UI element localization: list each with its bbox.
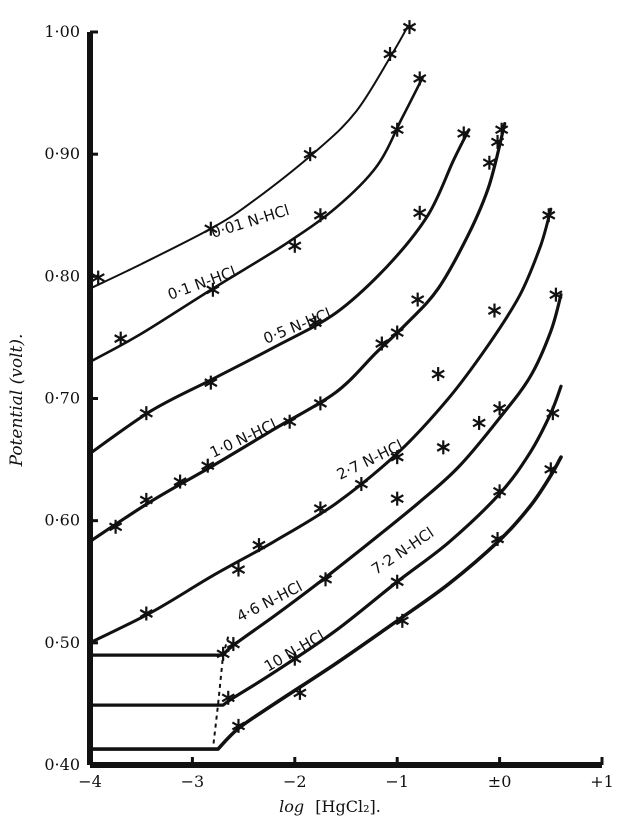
series-label: 0·5 N-HCl xyxy=(261,304,334,347)
data-point-marker xyxy=(283,414,297,429)
series-label: 0·1 N-HCl xyxy=(165,262,238,303)
data-point-marker xyxy=(390,450,404,465)
data-point-marker xyxy=(201,458,215,473)
data-point-marker xyxy=(108,519,123,534)
y-tick-label: 0·80 xyxy=(44,266,80,285)
data-point-marker xyxy=(313,396,328,411)
data-point-marker xyxy=(457,126,471,141)
data-point-marker xyxy=(413,205,427,220)
series-label: 1·0 N-HCl xyxy=(207,415,279,461)
data-point-marker xyxy=(114,331,128,346)
y-tick-label: 1·00 xyxy=(44,22,80,41)
series-line xyxy=(88,207,553,645)
y-tick-label: 0·60 xyxy=(44,511,80,530)
data-point-marker xyxy=(313,501,328,516)
series-line xyxy=(88,122,507,543)
data-point-marker xyxy=(542,208,556,223)
x-tick-label: ±0 xyxy=(488,772,512,791)
data-point-marker xyxy=(91,270,105,285)
data-point-marker xyxy=(303,147,317,162)
data-point-marker xyxy=(411,292,425,307)
data-point-marker xyxy=(472,415,486,430)
data-point-marker xyxy=(313,208,328,223)
x-tick-label: −3 xyxy=(181,772,205,791)
series-curves xyxy=(88,26,563,751)
series-line xyxy=(88,455,563,751)
data-point-marker xyxy=(204,375,218,390)
y-axis-label: Potential (volt). xyxy=(7,334,27,468)
data-point-marker xyxy=(544,462,558,477)
data-point-marker xyxy=(413,71,427,86)
data-point-marker xyxy=(231,718,246,733)
x-tick-label: −4 xyxy=(78,772,102,791)
data-point-marker xyxy=(288,238,302,253)
y-tick-label: 0·70 xyxy=(44,389,80,408)
data-point-marker xyxy=(487,303,502,318)
y-tick-label: 0·90 xyxy=(44,144,80,163)
x-axis-label-log: log xyxy=(279,797,304,816)
data-point-marker xyxy=(139,406,153,421)
data-point-marker xyxy=(139,492,153,507)
data-point-marker xyxy=(375,336,389,351)
series-line xyxy=(88,128,471,455)
y-tick-label: 0·50 xyxy=(44,633,80,652)
data-point-marker xyxy=(231,562,246,577)
series-line xyxy=(88,75,425,364)
data-point-marker xyxy=(546,406,560,421)
series-line xyxy=(88,293,563,657)
data-point-marker xyxy=(139,606,153,621)
data-point-marker xyxy=(216,646,230,661)
data-point-marker xyxy=(390,122,404,137)
data-point-marker xyxy=(492,401,507,416)
data-point-marker xyxy=(354,477,368,492)
x-axis-label-hgcl2: [HgCl₂]. xyxy=(315,797,381,816)
data-point-marker xyxy=(390,325,404,340)
data-point-marker xyxy=(436,440,450,455)
x-tick-label: +1 xyxy=(590,772,614,791)
x-axis-label: log [HgCl₂]. xyxy=(279,797,381,816)
data-point-marker xyxy=(173,474,187,489)
data-point-marker xyxy=(221,690,235,705)
transition-dashed-line xyxy=(211,636,230,750)
data-point-marker xyxy=(383,46,397,61)
data-point-marker xyxy=(252,538,266,553)
data-point-marker xyxy=(495,122,509,137)
x-tick-label: −1 xyxy=(385,772,409,791)
axes: 0·40 0·50 0·60 0·70 0·80 0·90 1·00 −4 −3 −2 −1 ±0 +1 xyxy=(44,22,613,791)
data-point-marker xyxy=(482,155,496,170)
series-label: 10 N-HCl xyxy=(261,627,328,676)
data-point-marker xyxy=(226,637,240,652)
data-point-marker xyxy=(390,491,404,506)
data-point-marker xyxy=(549,287,563,302)
data-point-marker xyxy=(431,367,445,382)
series-label: 0·01 N-HCl xyxy=(209,201,291,242)
series-line xyxy=(89,26,409,290)
data-point-marker xyxy=(492,484,507,499)
series-label: 7·2 N-HCl xyxy=(368,524,437,579)
data-point-marker xyxy=(490,134,505,149)
data-point-marker xyxy=(293,685,307,700)
data-point-marker xyxy=(288,651,302,666)
data-point-marker xyxy=(308,315,322,330)
data-markers xyxy=(91,20,563,733)
data-point-marker xyxy=(206,282,220,297)
data-point-marker xyxy=(490,531,505,546)
x-tick-label: −2 xyxy=(283,772,307,791)
data-point-marker xyxy=(395,613,409,628)
y-tick-label: 0·40 xyxy=(44,755,80,774)
data-point-marker xyxy=(402,20,417,35)
data-point-marker xyxy=(390,574,404,589)
series-line xyxy=(88,384,563,707)
data-point-marker xyxy=(204,221,218,236)
data-point-marker xyxy=(318,572,333,587)
